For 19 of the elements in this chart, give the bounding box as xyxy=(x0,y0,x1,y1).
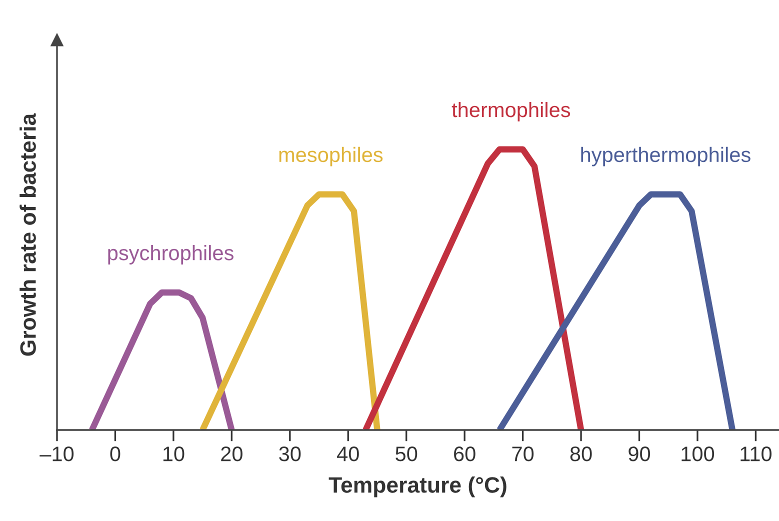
x-tick-label: 70 xyxy=(512,446,534,462)
x-tick-label: 80 xyxy=(570,446,592,462)
x-tick-label: 60 xyxy=(454,446,476,462)
x-tick-label: 40 xyxy=(337,446,359,462)
x-tick-label: 0 xyxy=(110,446,120,462)
x-axis-title: Temperature (°C) xyxy=(328,476,506,498)
y-axis-title: Growth rate of bacteria xyxy=(20,113,36,356)
x-tick-label: 110 xyxy=(740,446,772,462)
x-tick-label: 50 xyxy=(396,446,418,462)
x-tick-label: 10 xyxy=(163,446,184,462)
series-label: thermophiles xyxy=(452,102,570,122)
series-label: hyperthermophiles xyxy=(581,146,750,166)
series-label: mesophiles xyxy=(279,146,383,166)
x-tick-label: 20 xyxy=(221,446,242,462)
x-tick-label: 100 xyxy=(682,446,714,462)
x-tick-label: –10 xyxy=(40,446,74,462)
x-tick-label: 90 xyxy=(628,446,650,462)
series-label: psychrophiles xyxy=(108,245,234,264)
x-tick-label: 30 xyxy=(279,446,301,462)
